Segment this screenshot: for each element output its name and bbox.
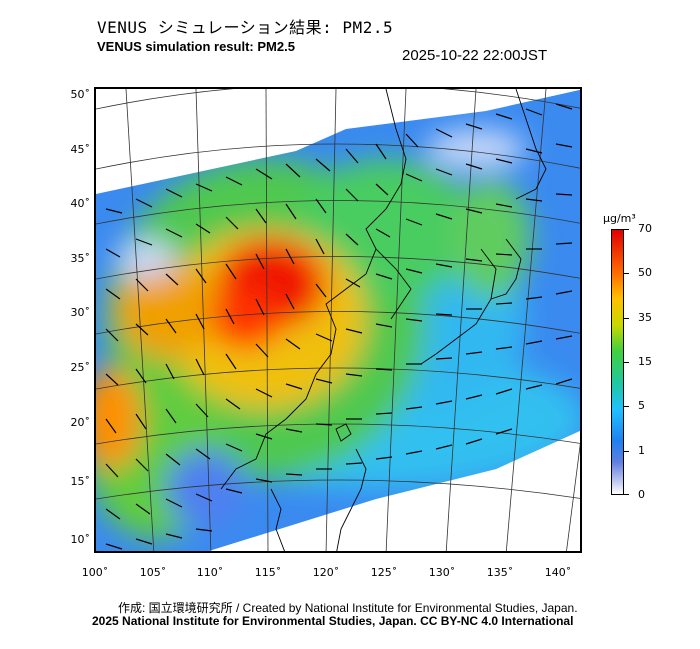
colorbar-tickmark [624,494,629,495]
colorbar-tickmark [624,362,629,363]
lat-label: 35˚ [70,252,91,265]
colorbar-tick-label: 0 [638,488,645,501]
colorbar-tick-label: 5 [638,399,645,412]
lon-label: 110˚ [196,566,224,579]
credit-line: 作成: 国立環境研究所 / Created by National Instit… [118,601,578,615]
colorbar-tickmark [624,229,629,230]
graticule [96,89,580,551]
lat-label: 10˚ [70,533,91,546]
wind-vectors [105,103,573,550]
colorbar-tickmark [624,451,629,452]
lon-label: 120˚ [312,566,340,579]
lon-label: 130˚ [428,566,456,579]
lon-label: 100˚ [81,566,109,579]
colorbar-tick-label: 70 [638,222,652,235]
colorbar-tick-label: 15 [638,355,652,368]
colorbar-tickmark [624,273,629,274]
colorbar-unit: μg/m³ [603,212,636,225]
colorbar-tick-label: 35 [638,311,652,324]
coastlines [220,89,547,551]
lat-label: 15˚ [70,475,91,488]
colorbar [611,229,624,495]
pm25-concentration-field [96,89,580,551]
colorbar-tickmark [624,406,629,407]
forecast-timestamp: 2025-10-22 22:00JST [402,47,548,64]
lat-label: 30˚ [70,306,91,319]
map-title-japanese: VENUS シミュレーション結果: PM2.5 [97,18,394,37]
lat-label: 40˚ [70,197,91,210]
lat-label: 25˚ [70,361,91,374]
lat-label: 20˚ [70,416,91,429]
license-line: 2025 National Institute for Environmenta… [92,614,574,628]
colorbar-tick-label: 50 [638,266,652,279]
pm25-map [94,87,582,553]
lat-label: 50˚ [70,88,91,101]
lon-label: 125˚ [370,566,398,579]
lat-label: 45˚ [70,143,91,156]
lon-label: 135˚ [486,566,514,579]
lon-label: 105˚ [139,566,167,579]
colorbar-tick-label: 1 [638,444,645,457]
lon-label: 115˚ [254,566,282,579]
lon-label: 140˚ [544,566,572,579]
pm25-map-canvas [96,89,580,551]
colorbar-tickmark [624,318,629,319]
map-title-english: VENUS simulation result: PM2.5 [97,39,295,54]
